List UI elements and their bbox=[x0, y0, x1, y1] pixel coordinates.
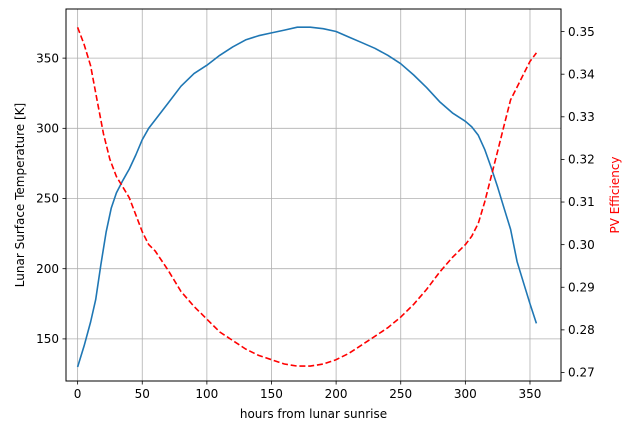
y2-tick-label: 0.29 bbox=[568, 280, 595, 294]
y-tick-label: 350 bbox=[36, 51, 59, 65]
left-y-axis-ticks: 150 200 250 300 350 bbox=[36, 51, 66, 346]
y-tick-label: 300 bbox=[36, 122, 59, 136]
y2-tick-label: 0.32 bbox=[568, 153, 595, 167]
y-tick-label: 150 bbox=[36, 332, 59, 346]
x-tick-label: 100 bbox=[195, 387, 218, 401]
x-axis-ticks: 0 50 100 150 200 250 300 350 bbox=[74, 381, 542, 401]
y2-tick-label: 0.33 bbox=[568, 110, 595, 124]
pv-efficiency-line bbox=[76, 27, 538, 367]
right-y-axis-title: PV Efficiency bbox=[608, 156, 622, 233]
x-tick-label: 300 bbox=[454, 387, 477, 401]
y2-tick-label: 0.34 bbox=[568, 67, 595, 81]
x-tick-label: 150 bbox=[260, 387, 283, 401]
x-tick-label: 200 bbox=[325, 387, 348, 401]
temperature-line bbox=[76, 26, 538, 368]
y2-tick-label: 0.31 bbox=[568, 195, 595, 209]
y-tick-label: 250 bbox=[36, 192, 59, 206]
left-y-axis-title: Lunar Surface Temperature [K] bbox=[13, 103, 27, 287]
x-tick-label: 0 bbox=[74, 387, 82, 401]
right-y-axis-ticks: 0.27 0.28 0.29 0.30 0.31 0.32 0.33 0.34 0.35 bbox=[561, 25, 595, 380]
y2-tick-label: 0.30 bbox=[568, 238, 595, 252]
x-tick-label: 50 bbox=[135, 387, 150, 401]
x-tick-label: 350 bbox=[519, 387, 542, 401]
y2-tick-label: 0.27 bbox=[568, 366, 595, 380]
y-tick-label: 200 bbox=[36, 262, 59, 276]
y2-tick-label: 0.35 bbox=[568, 25, 595, 39]
x-axis-title: hours from lunar sunrise bbox=[240, 407, 387, 421]
x-tick-label: 250 bbox=[389, 387, 412, 401]
plot-frame bbox=[65, 8, 562, 382]
y2-tick-label: 0.28 bbox=[568, 323, 595, 337]
plot-lines bbox=[76, 26, 538, 368]
